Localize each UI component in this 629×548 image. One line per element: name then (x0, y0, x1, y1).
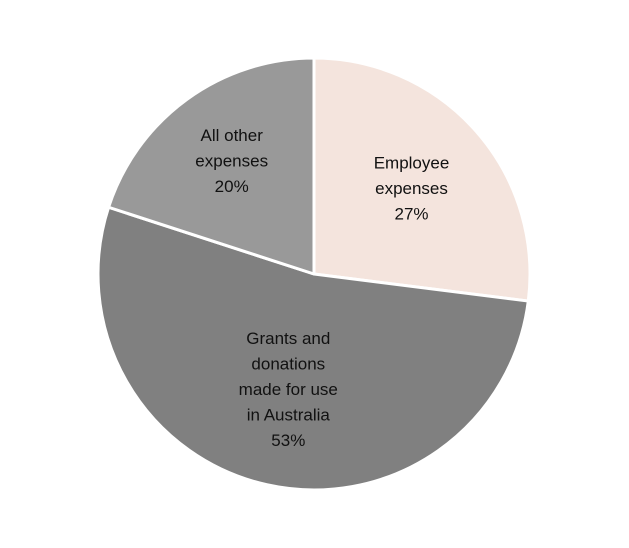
pie-label-line: in Australia (247, 406, 331, 425)
pie-label-line: Employee (374, 154, 450, 173)
pie-label-line: donations (251, 355, 325, 374)
pie-label-line: 53% (271, 431, 305, 450)
pie-labels: Employee expenses 27% Grants and donations ma… (195, 126, 449, 450)
pie-label-line: expenses (195, 152, 268, 171)
pie-label-line: All other (201, 126, 264, 145)
pie-label-line: made for use (239, 380, 338, 399)
pie-slice-1 (312, 56, 532, 303)
pie-label-line: Grants and (246, 329, 330, 348)
pie-label-line: expenses (375, 179, 448, 198)
pie-label-line: 27% (394, 205, 428, 224)
pie-label-2: Grants and donations made for use in Austra… (239, 329, 338, 450)
pie-slice-2 (96, 205, 530, 492)
pie-slices (96, 56, 532, 492)
pie-label-1: Employee expenses 27% (374, 154, 450, 224)
pie-label-line: 20% (215, 177, 249, 196)
pie-slice-3 (107, 56, 316, 276)
pie-label-3: All other expenses 20% (195, 126, 268, 196)
